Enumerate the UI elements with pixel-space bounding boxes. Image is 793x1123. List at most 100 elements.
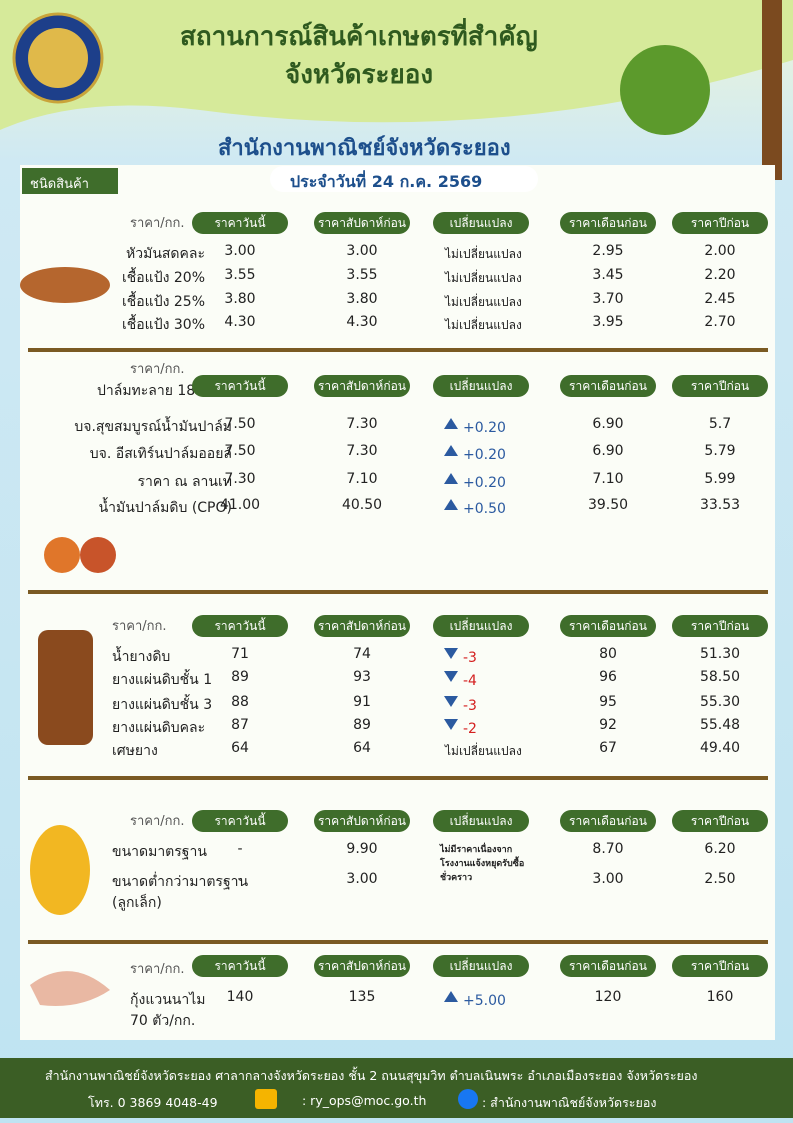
price: 2.95 [592,243,624,259]
column-header: เปลี่ยนแปลง [433,955,529,977]
price: 71 [231,646,249,662]
price: 64 [231,740,249,756]
agency: สำนักงานพาณิชย์จังหวัดระยอง [218,136,511,161]
price: 6.20 [704,841,736,857]
trend-arrow [444,648,458,659]
price: 5.99 [704,471,736,487]
price: - [237,841,243,857]
palm-tree [620,45,710,135]
price: 2.20 [704,267,736,283]
pineapple [30,825,90,915]
tab [22,168,118,194]
price: 67 [599,740,617,756]
price: 80 [599,646,617,662]
change: ไม่เปลี่ยนแปลง [445,271,522,285]
price: 3.00 [346,871,378,887]
column-header: เปลี่ยนแปลง [433,810,529,832]
palm-fruit [80,537,116,573]
trend-arrow [444,991,458,1002]
price: 51.30 [699,646,741,662]
column-header: ราคาเดือนก่อน [560,615,656,637]
separator [28,940,768,944]
price: 55.48 [699,717,741,733]
column-header: ราคาวันนี้ [192,375,288,397]
trend-arrow [444,671,458,682]
price: 93 [353,669,371,685]
row-name: เศษยาง [112,743,158,759]
row-name: กุ้งแวนนาไม [130,992,206,1008]
footer-facebook: : สำนักงานพาณิชย์จังหวัดระยอง [482,1095,657,1110]
price: 2.00 [704,243,736,259]
price: 140 [226,989,254,1005]
price: 160 [706,989,734,1005]
price: 4.30 [224,314,256,330]
column-header: ราคาสัปดาห์ก่อน [314,212,410,234]
column-header: ราคาปีก่อน [672,375,768,397]
price: 3.00 [346,243,378,259]
column-header: เปลี่ยนแปลง [433,615,529,637]
title: สถานการณ์สินค้าเกษตรที่สำคัญ [180,22,538,52]
change: -3 [463,698,477,714]
content-panel [20,165,775,1040]
facebook-icon [458,1089,478,1109]
price: 9.90 [346,841,378,857]
column-header: ราคาปีก่อน [672,615,768,637]
row-name: เชื้อแป้ง 30% [121,317,205,333]
price: 3.45 [592,267,624,283]
column-header: เปลี่ยนแปลง [433,375,529,397]
separator [28,590,768,594]
row-name: หัวมันสดคละ [126,246,205,262]
trend-arrow [444,696,458,707]
price: 6.90 [592,443,624,459]
tree-trunk [762,0,782,180]
price: 3.80 [346,291,378,307]
unit: ราคา/กก. [130,362,185,377]
footer-email: : ry_ops@moc.go.th [302,1093,427,1108]
price: 8.70 [592,841,624,857]
trend-arrow [444,719,458,730]
palm-fruit [44,537,80,573]
price: 6.90 [592,416,624,432]
rubber-tree [38,630,93,745]
column-header: ราคาสัปดาห์ก่อน [314,375,410,397]
column-header: ราคาเดือนก่อน [560,955,656,977]
change: +0.50 [463,501,506,517]
price: 87 [231,717,249,733]
price: 40.50 [341,497,383,513]
footer-address: สำนักงานพาณิชย์จังหวัดระยอง ศาลากลางจังห… [45,1068,698,1083]
footer-bar [0,1058,793,1118]
price: 7.30 [346,416,378,432]
change: +0.20 [463,475,506,491]
date: ประจำวันที่ 24 ก.ค. 2569 [290,172,483,191]
price: 55.30 [699,694,741,710]
change: +5.00 [463,993,506,1009]
unit: ราคา/กก. [112,619,167,634]
price: 96 [599,669,617,685]
change: ไม่เปลี่ยนแปลง [445,318,522,332]
row-name: น้ำยางดิบ [112,649,171,665]
unit: ราคา/กก. [130,962,185,977]
price: 2.45 [704,291,736,307]
column-header: ราคาปีก่อน [672,212,768,234]
email-icon [255,1089,277,1109]
row-name: บจ. อีสเทิร์นปาล์มออยล์ [89,446,232,462]
trend-arrow [444,445,458,456]
price: 33.53 [699,497,741,513]
price: 3.95 [592,314,624,330]
column-header: ราคาปีก่อน [672,810,768,832]
change-note: ไม่มีราคาเนื่องจากโรงงานแจ้งหยุดรับซื้อช… [440,845,525,883]
price: 3.55 [346,267,378,283]
price: 89 [231,669,249,685]
price: 74 [353,646,371,662]
price: 3.00 [224,243,256,259]
footer-phone: โทร. 0 3869 4048-49 [88,1095,218,1110]
price: 64 [353,740,371,756]
change: +0.20 [463,420,506,436]
price: - [237,871,243,887]
price: 49.40 [699,740,741,756]
price: 135 [348,989,376,1005]
column-header: ราคาวันนี้ [192,212,288,234]
price: 3.00 [592,871,624,887]
